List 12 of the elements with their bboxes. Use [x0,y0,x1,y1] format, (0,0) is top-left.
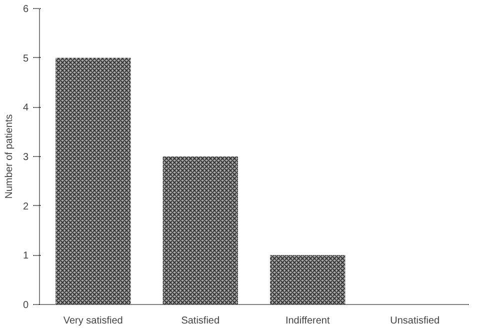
y-tick-label: 5 [22,53,29,64]
x-tick-label: Satisfied [181,316,220,326]
y-tick-label: 2 [22,201,29,212]
y-tick-label: 1 [22,250,29,262]
y-tick-label: 4 [22,102,29,114]
y-tick-label: 3 [22,152,29,163]
y-tick-label: 6 [22,4,29,15]
x-tick-label: Unsatisfied [390,316,440,326]
x-tick-label: Very satisfied [63,316,123,326]
y-axis-title: Number of patients [4,114,15,199]
y-tick-label: 0 [22,300,29,311]
x-tick-label: Indifferent [285,316,330,326]
